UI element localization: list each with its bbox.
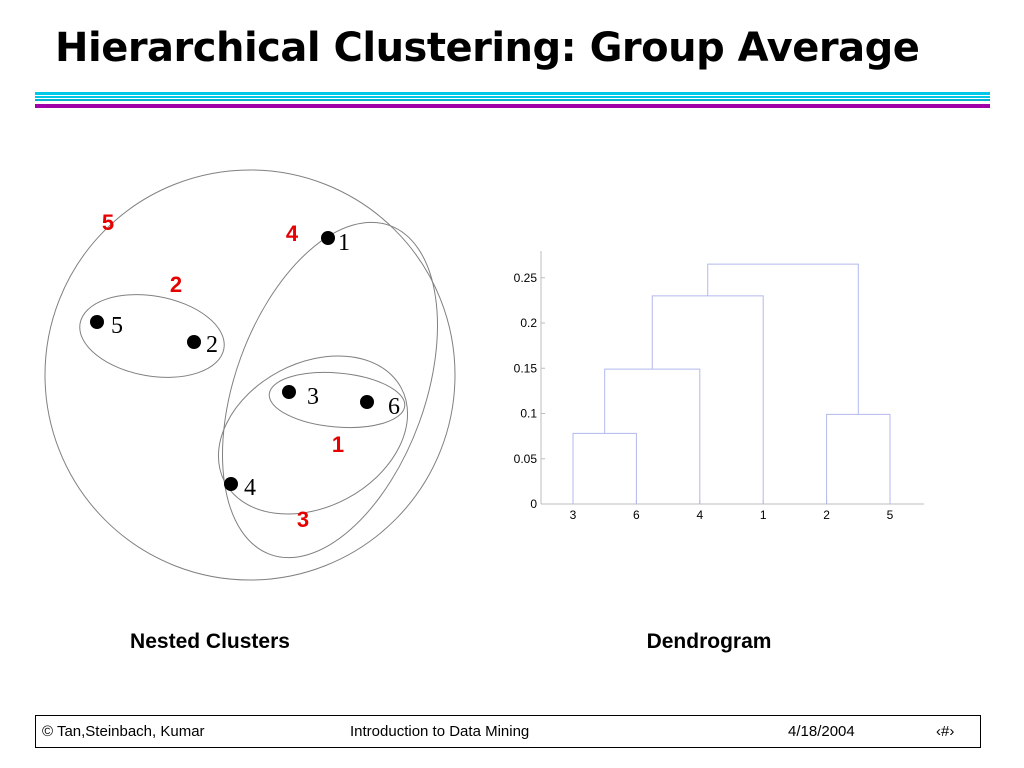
- cluster-outline-5: [44, 169, 456, 581]
- y-tick-label: 0.05: [514, 452, 538, 466]
- point-1-label: 1: [338, 230, 350, 256]
- cluster-outline-3: [217, 355, 409, 515]
- point-6-label: 6: [388, 394, 400, 420]
- point-3-dot: [282, 385, 296, 399]
- dendrogram-caption: Dendrogram: [646, 630, 772, 653]
- cluster-outline-2: [79, 294, 225, 378]
- cluster-outline-1: [268, 371, 406, 429]
- point-3-label: 3: [307, 384, 319, 410]
- nested-clusters-caption: Nested Clusters: [130, 630, 290, 653]
- point-1-dot: [321, 231, 335, 245]
- point-5-dot: [90, 315, 104, 329]
- cluster-order-label-3: 3: [297, 507, 309, 532]
- point-2-label: 2: [206, 332, 218, 358]
- y-tick-label: 0: [530, 497, 537, 511]
- x-tick-label: 2: [823, 508, 830, 522]
- slide-title: Hierarchical Clustering: Group Average: [55, 25, 920, 71]
- y-tick-label: 0.25: [514, 271, 538, 285]
- divider-line-cyan: [35, 92, 990, 95]
- dendrogram-link: [651, 295, 764, 504]
- point-4-label: 4: [244, 475, 256, 501]
- title-divider: [35, 92, 990, 110]
- x-tick-label: 5: [887, 508, 894, 522]
- dendrogram-link: [604, 368, 701, 504]
- cluster-order-label-2: 2: [170, 272, 182, 297]
- cluster-outline-4: [222, 221, 438, 559]
- footer-copyright: © Tan,Steinbach, Kumar: [42, 723, 205, 740]
- divider-line-purple: [35, 104, 990, 108]
- divider-line-cyan: [35, 99, 990, 101]
- footer-page-number: ‹#›: [936, 723, 955, 740]
- point-5-label: 5: [111, 313, 123, 339]
- nested-clusters-diagram: 1 5 2 3 6 4 5 4 2 1 3: [44, 169, 456, 581]
- y-tick-label: 0.1: [520, 407, 537, 421]
- dendrogram-links: [572, 263, 891, 504]
- footer-course: Introduction to Data Mining: [350, 723, 530, 740]
- x-tick-label: 1: [760, 508, 767, 522]
- dendrogram-link: [826, 413, 891, 504]
- y-tick-label: 0.2: [520, 316, 537, 330]
- cluster-order-label-4: 4: [286, 221, 299, 246]
- point-2-dot: [187, 335, 201, 349]
- dendrogram-link: [572, 432, 637, 504]
- dendrogram-axes: 0 0.05 0.1 0.15 0.2 0.25 3 6 4 1 2 5: [514, 251, 924, 522]
- x-tick-label: 6: [633, 508, 640, 522]
- point-6-dot: [360, 395, 374, 409]
- x-tick-label: 3: [570, 508, 577, 522]
- slide-footer: © Tan,Steinbach, Kumar Introduction to D…: [35, 715, 981, 748]
- point-4-dot: [224, 477, 238, 491]
- divider-line-cyan: [35, 96, 990, 98]
- dendrogram-chart: 0 0.05 0.1 0.15 0.2 0.25 3 6 4 1 2 5: [514, 251, 924, 522]
- cluster-order-label-1: 1: [332, 432, 344, 457]
- cluster-order-label-5: 5: [102, 210, 114, 235]
- dendrogram-link: [707, 263, 859, 415]
- y-tick-label: 0.15: [514, 361, 538, 375]
- footer-date: 4/18/2004: [788, 723, 855, 740]
- x-tick-label: 4: [696, 508, 703, 522]
